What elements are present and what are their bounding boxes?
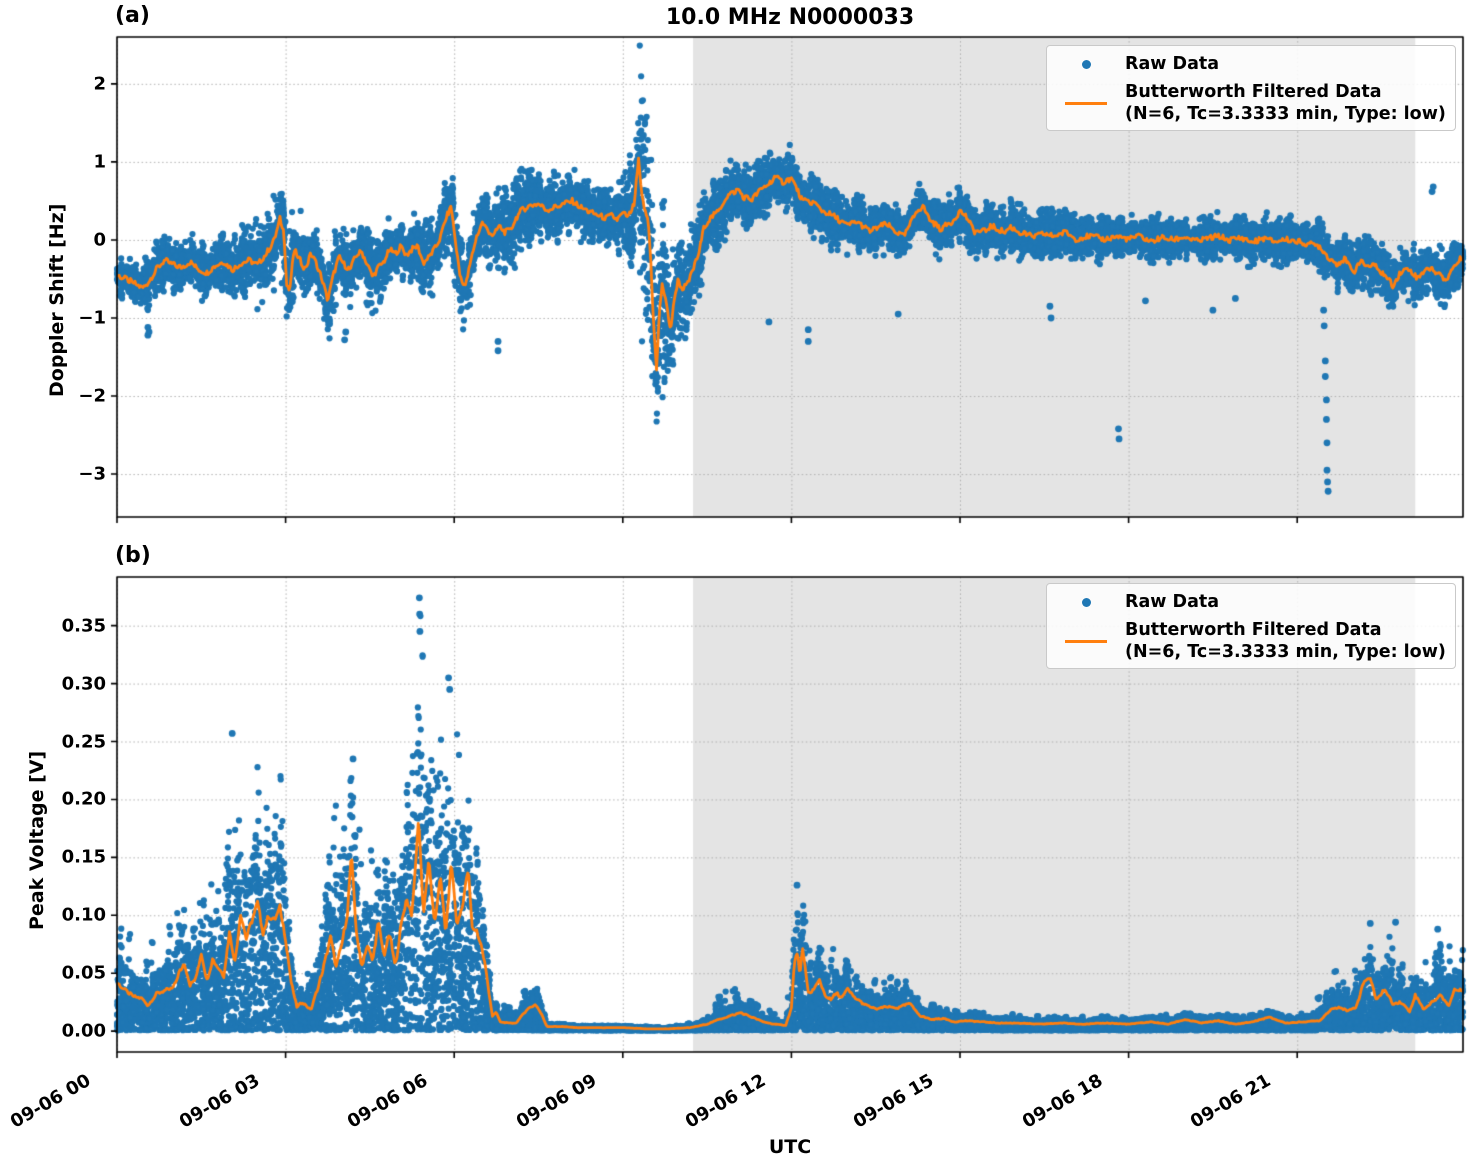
y-tick-label: 0.20 (61, 788, 106, 810)
y-tick-label: 1 (93, 151, 106, 173)
y-tick-label: −1 (78, 307, 106, 329)
y-tick-label: 0.15 (61, 846, 106, 868)
panel-a-label: (a) (115, 3, 150, 28)
y-tick-label: −3 (78, 463, 106, 485)
chart-title: 10.0 MHz N0000033 (665, 5, 915, 30)
raw-data-marker-icon (1047, 597, 1125, 607)
legend-filtered-label-line2: (N=6, Tc=3.3333 min, Type: low) (1125, 641, 1446, 662)
legend-filtered-label-line1: Butterworth Filtered Data (1125, 82, 1382, 102)
legend-raw-label: Raw Data (1125, 592, 1220, 612)
y-tick-label: 0.25 (61, 731, 106, 752)
legend-filtered-label-line1: Butterworth Filtered Data (1125, 620, 1382, 640)
x-axis-label: UTC (768, 1136, 812, 1158)
y-tick-label: 0 (93, 229, 106, 251)
y-tick-label: 2 (93, 73, 106, 95)
y-tick-label: 0.30 (61, 673, 106, 695)
y-tick-label: 0.10 (61, 904, 106, 926)
filtered-line-icon (1047, 102, 1125, 106)
legend-filtered-label-line2: (N=6, Tc=3.3333 min, Type: low) (1125, 103, 1446, 124)
legend-raw-label: Raw Data (1125, 54, 1220, 74)
y-tick-label: 0.05 (61, 962, 106, 984)
panel-b-label: (b) (115, 543, 151, 568)
legend-panel-b: Raw Data Butterworth Filtered Data (N=6,… (1046, 583, 1456, 669)
filtered-line-icon (1047, 640, 1125, 644)
y-axis-label-doppler: Doppler Shift [Hz] (46, 203, 68, 397)
legend-panel-a: Raw Data Butterworth Filtered Data (N=6,… (1046, 45, 1456, 131)
raw-data-marker-icon (1047, 59, 1125, 69)
y-tick-label: −2 (78, 385, 106, 407)
y-tick-label: 0.00 (61, 1020, 106, 1042)
y-tick-label: 0.35 (61, 615, 106, 637)
